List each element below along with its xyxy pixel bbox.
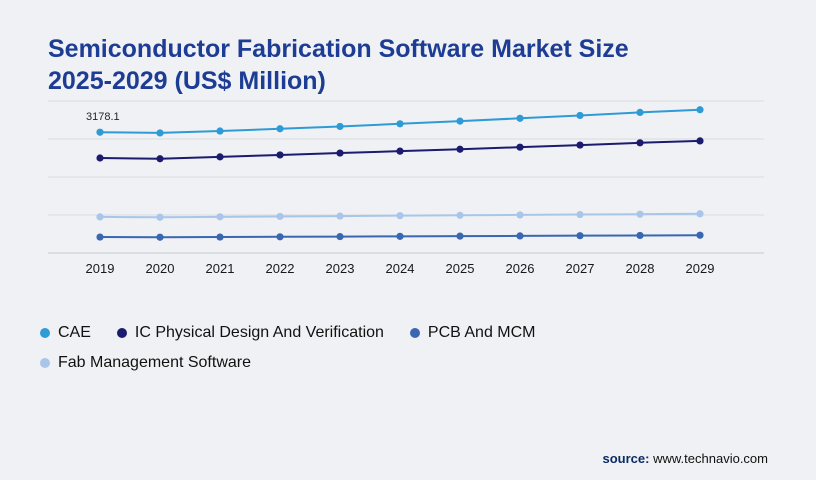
series-fab-management-software [96, 210, 704, 221]
data-point [276, 125, 284, 133]
data-point [96, 128, 104, 136]
legend-item-cae: CAE [40, 324, 91, 342]
data-point [696, 210, 704, 218]
data-point [516, 114, 524, 122]
x-axis-label: 2026 [506, 261, 535, 276]
data-point [216, 127, 224, 135]
source-attribution: source: www.technavio.com [603, 451, 768, 466]
data-point [336, 149, 344, 157]
legend-item-fab-management: Fab Management Software [40, 354, 251, 372]
series-pcb-and-mcm [96, 231, 704, 241]
legend-label: PCB And MCM [427, 324, 536, 341]
data-point [96, 154, 104, 162]
data-point [156, 213, 164, 221]
legend-label: CAE [58, 324, 91, 341]
legend-item-pcb-mcm: PCB And MCM [409, 324, 536, 342]
legend-label: Fab Management Software [58, 354, 251, 371]
data-point [576, 111, 584, 120]
x-axis-label: 2021 [206, 261, 235, 276]
line-chart: 2019 2020 2021 2022 2023 2024 2025 2026 2027 2028… [0, 92, 816, 292]
chart-legend: CAE IC Physical Design And Verification … [40, 324, 730, 372]
legend-marker-ic-icon [116, 328, 127, 338]
x-axis-label: 2025 [446, 261, 475, 276]
x-axis-label: 2022 [266, 261, 295, 276]
x-axis-label: 2023 [326, 261, 355, 276]
data-point [336, 212, 344, 220]
data-point [576, 141, 584, 149]
data-point [336, 122, 344, 131]
data-point [456, 145, 464, 153]
series-ic-physical-design-and-verification [96, 137, 704, 163]
data-point [516, 143, 524, 151]
data-point [396, 232, 404, 240]
data-point [456, 232, 464, 240]
data-point [456, 211, 464, 219]
x-axis-label: 2020 [146, 261, 175, 276]
data-point [216, 233, 224, 241]
x-axis-label: 2028 [626, 261, 655, 276]
data-point [696, 106, 704, 114]
x-axis-label: 2019 [86, 261, 115, 276]
data-point [336, 232, 344, 241]
data-label: 3178.1 [86, 111, 120, 123]
data-point [96, 213, 104, 221]
data-point [696, 137, 704, 145]
legend-marker-cae-icon [40, 328, 50, 338]
source-label: source: [602, 451, 650, 466]
data-point [636, 139, 644, 147]
data-point [636, 231, 644, 240]
data-point [576, 210, 584, 219]
data-point [396, 147, 404, 155]
data-point [216, 213, 224, 221]
data-point [276, 212, 284, 221]
data-point [516, 211, 524, 219]
series-cae [96, 106, 704, 137]
legend-marker-pcb-icon [409, 328, 420, 338]
data-point [276, 233, 284, 241]
data-point [96, 233, 104, 241]
data-point [696, 231, 704, 239]
data-point [276, 151, 284, 159]
data-point [156, 155, 164, 163]
chart-canvas: 2019 2020 2021 2022 2023 2024 2025 2026 2027 2028… [48, 100, 764, 276]
legend-marker-fab-icon [40, 358, 50, 368]
page-title: Semiconductor Fabrication Software Marke… [48, 34, 629, 96]
x-axis-label: 2029 [686, 261, 715, 276]
legend-label: IC Physical Design And Verification [134, 324, 384, 341]
data-point [156, 129, 164, 137]
data-point [396, 120, 404, 128]
data-point [396, 212, 404, 220]
x-axis-label: 2024 [386, 261, 415, 276]
data-point [456, 117, 464, 125]
source-url: www.technavio.com [653, 451, 768, 466]
data-point [636, 210, 644, 218]
x-axis-label: 2027 [566, 261, 595, 276]
legend-item-ic-physical-design: IC Physical Design And Verification [116, 324, 384, 342]
data-point [516, 232, 524, 240]
data-point [576, 232, 584, 240]
data-point [216, 153, 224, 161]
data-point [636, 108, 644, 116]
data-point [156, 233, 164, 241]
